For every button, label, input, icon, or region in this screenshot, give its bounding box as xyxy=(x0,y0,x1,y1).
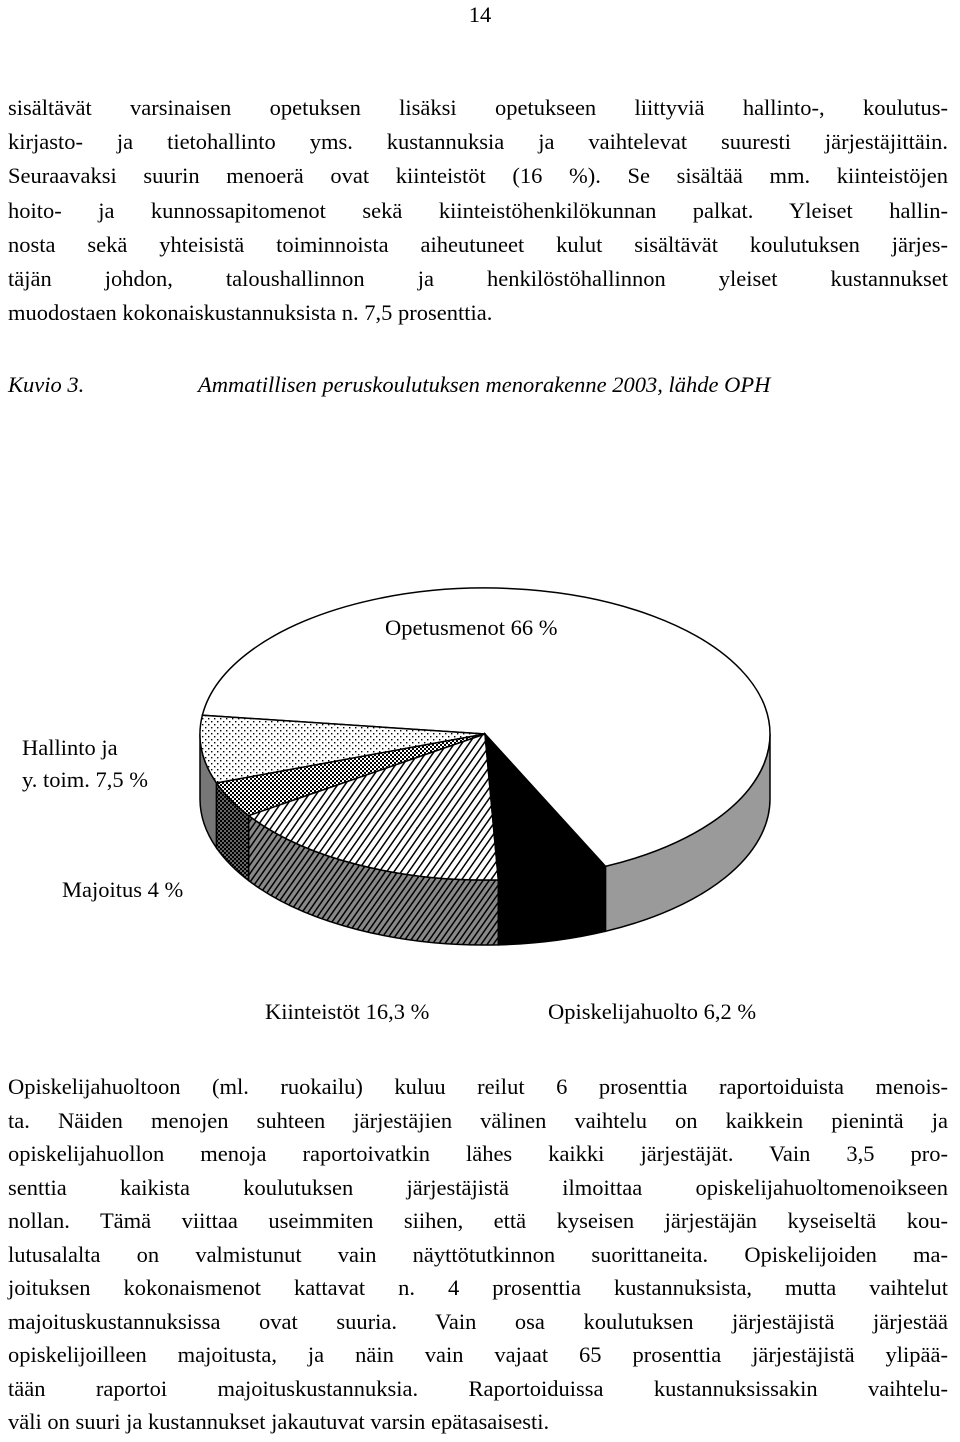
text-line: joituksen kokonaismenot kattavat n. 4 pr… xyxy=(8,1275,948,1300)
page-number: 14 xyxy=(468,2,492,27)
slice xyxy=(484,731,607,881)
text-line: nollan. Tämä viittaa useimmiten siihen, … xyxy=(8,1208,948,1233)
text-line: senttia kaikista koulutuksen järjestäjis… xyxy=(8,1174,948,1200)
slice xyxy=(247,732,500,881)
text-line: lutusalalta on valmistunut vain näyttötu… xyxy=(8,1241,948,1267)
text-line: opiskelijahuollon menoja raportoivatkin … xyxy=(8,1141,948,1166)
slice-label: Majoitus 4 % xyxy=(62,877,184,902)
slice xyxy=(201,587,771,868)
slice-label: Kiinteistöt 16,3 % xyxy=(265,999,430,1024)
text-line: kirjasto- ja tietohallinto yms. kustannu… xyxy=(8,129,948,155)
text-line: majoituskustannuksissa ovat suuria. Vain… xyxy=(8,1308,948,1334)
slice xyxy=(199,714,486,784)
text-line: Seuraavaksi suurin menoerä ovat kiinteis… xyxy=(8,163,948,189)
slice-label: Opetusmenot 66 % xyxy=(385,615,558,640)
text-line: ta. Näiden menojen suhteen järjestäjien … xyxy=(8,1107,948,1133)
pie-tops xyxy=(199,587,771,881)
text-line: nosta sekä yhteisistä toiminnoista aiheu… xyxy=(8,231,948,257)
text-line: tään raportoi majoituskustannuksia. Rapo… xyxy=(8,1375,948,1401)
text-line: Opiskelijahuoltoon (ml. ruokailu) kuluu … xyxy=(8,1074,948,1099)
slice-label: Opiskelijahuolto 6,2 % xyxy=(548,999,757,1024)
figure-caption: Ammatillisen peruskoulutuksen menorakenn… xyxy=(198,372,771,397)
text-line: sisältävät varsinaisen opetuksen lisäksi… xyxy=(8,95,948,120)
text-line: opiskelijoilleen majoitusta, ja näin vai… xyxy=(8,1342,948,1367)
text-line: väli on suuri ja kustannukset jakautuvat… xyxy=(8,1409,550,1434)
text-line: hoito- ja kunnossapitomenot sekä kiintei… xyxy=(8,197,948,223)
text-line: muodostaen kokonaiskustannuksista n. 7,5… xyxy=(8,300,493,326)
text-line: täjän johdon, taloushallinnon ja henkilö… xyxy=(8,266,948,291)
slice-label: Hallinto ja y. toim. 7,5 % xyxy=(22,735,149,792)
figure-label: Kuvio 3. xyxy=(8,372,85,397)
